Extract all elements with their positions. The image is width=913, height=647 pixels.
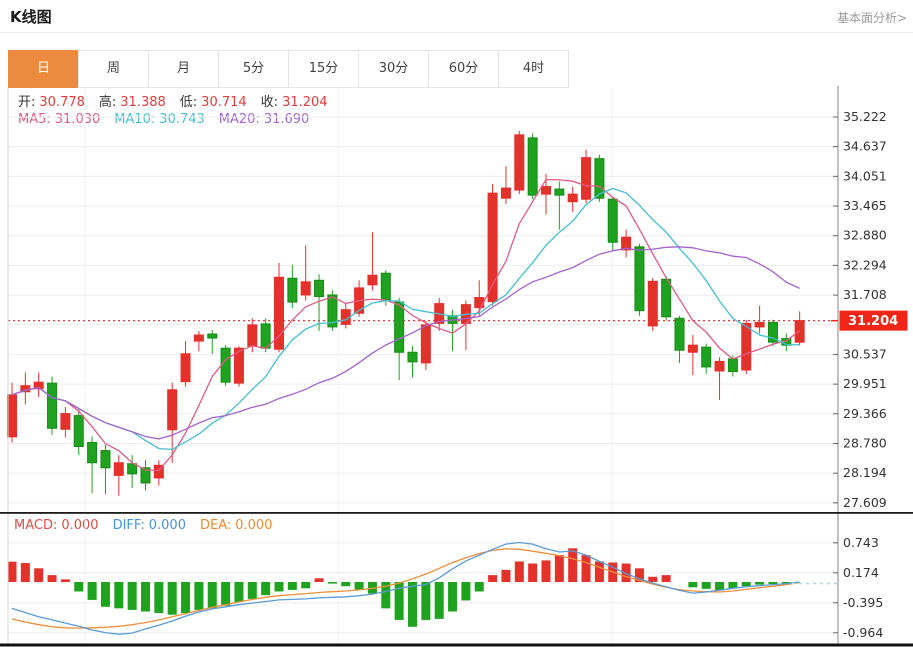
ohlc-readout: 开: 30.778 高: 31.388 低: 30.714 收: 31.204 — [18, 91, 342, 110]
price-tick-label: 32.294 — [843, 257, 887, 272]
price-tick-label: 33.465 — [843, 198, 887, 213]
price-tick-label: 35.222 — [843, 109, 887, 124]
price-tick-label: 30.537 — [843, 346, 887, 361]
price-tick-label: 34.051 — [843, 168, 887, 183]
fundamental-analysis-link[interactable]: 基本面分析> — [836, 11, 907, 25]
panel-separator — [0, 512, 913, 514]
readout-value: 0.000 — [235, 518, 273, 533]
tab-月[interactable]: 月 — [148, 50, 219, 88]
price-tick-label: 31.708 — [843, 287, 887, 302]
candles — [7, 130, 805, 496]
current-price-text: 31.204 — [848, 314, 898, 329]
readout-value: 30.778 — [39, 95, 85, 110]
readout-label: MA5: — [18, 112, 51, 127]
macd-histogram — [7, 548, 791, 627]
tab-5分[interactable]: 5分 — [218, 50, 289, 88]
price-tick-label: 28.780 — [843, 435, 887, 450]
price-tick-label: 29.366 — [843, 406, 887, 421]
readout-value: 30.714 — [201, 95, 247, 110]
tab-60分[interactable]: 60分 — [428, 50, 499, 88]
readout-label: 收: — [260, 95, 279, 110]
page-title: K线图 — [10, 8, 52, 26]
tab-15分[interactable]: 15分 — [288, 50, 359, 88]
readout-label: DEA: — [199, 518, 232, 533]
tab-周[interactable]: 周 — [78, 50, 149, 88]
ma5-line — [11, 178, 800, 472]
diff-line — [11, 541, 800, 635]
readout-value: 31.388 — [120, 95, 166, 110]
price-tick-label: 27.609 — [843, 495, 887, 510]
macd-readout: MACD: 0.000 DIFF: 0.000 DEA: 0.000 — [14, 518, 286, 533]
readout-label: MA10: — [114, 112, 156, 127]
macd-tick-label: -0.964 — [843, 625, 883, 640]
macd-tick-label: 0.743 — [843, 535, 879, 550]
header-divider — [0, 32, 913, 33]
tab-日[interactable]: 日 — [8, 50, 79, 88]
readout-label: MA20: — [218, 112, 260, 127]
readout-label: 开: — [18, 95, 36, 110]
interval-tabbar: 日周月 5分 15分 30分 60分 4时 — [8, 50, 569, 88]
readout-label: DIFF: — [112, 518, 145, 533]
price-tick-label: 28.194 — [843, 465, 887, 480]
price-tick-label: 29.951 — [843, 376, 887, 391]
macd-tick-label: -0.395 — [843, 595, 883, 610]
ma10-line — [11, 187, 800, 451]
readout-label: 高: — [98, 95, 117, 110]
readout-label: 低: — [179, 95, 198, 110]
readout-value: 31.204 — [282, 95, 328, 110]
bottom-border — [0, 643, 913, 647]
readout-label: MACD: — [14, 518, 58, 533]
ma20-line — [11, 246, 800, 440]
readout-value: 31.690 — [263, 112, 310, 127]
price-tick-label: 32.880 — [843, 228, 887, 243]
price-tick-label: 34.637 — [843, 139, 887, 154]
readout-value: 0.000 — [61, 518, 99, 533]
tab-4时[interactable]: 4时 — [498, 50, 569, 88]
tab-30分[interactable]: 30分 — [358, 50, 429, 88]
readout-value: 30.743 — [159, 112, 205, 127]
ma-readout: MA5: 31.030 MA10: 30.743 MA20: 31.690 — [18, 112, 323, 127]
current-price-label — [839, 310, 908, 331]
readout-value: 0.000 — [148, 518, 186, 533]
readout-value: 31.030 — [54, 112, 101, 127]
macd-tick-label: 0.174 — [843, 565, 879, 580]
